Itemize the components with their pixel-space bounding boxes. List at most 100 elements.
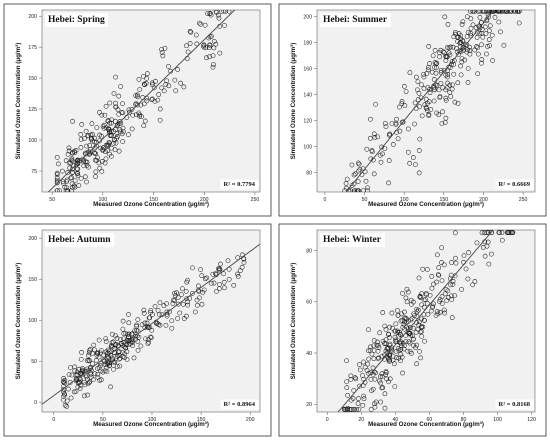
spring-y-tick-label: 175 (28, 45, 37, 51)
spring-data-point (156, 92, 162, 97)
spring-data-point (86, 164, 91, 170)
autumn-data-point (135, 317, 141, 322)
autumn-data-point (121, 344, 127, 350)
winter-data-point (385, 345, 391, 351)
spring-data-point (95, 155, 100, 161)
winter-data-point (392, 384, 398, 389)
spring-data-point (115, 107, 121, 113)
summer-data-point (419, 82, 424, 88)
spring-data-point (68, 188, 74, 192)
summer-data-point (475, 10, 481, 14)
spring-data-point (78, 176, 84, 181)
winter-data-point (411, 325, 416, 331)
summer-data-point (470, 10, 476, 14)
autumn-data-point (61, 386, 66, 392)
autumn-data-point (129, 331, 135, 337)
spring-data-point (204, 55, 209, 61)
autumn-data-point (169, 318, 175, 324)
winter-y-tick-label: 60 (306, 300, 312, 306)
autumn-data-point (163, 322, 169, 328)
autumn-data-point (201, 287, 207, 293)
winter-data-point (366, 356, 372, 362)
autumn-title-box (45, 233, 115, 247)
summer-data-point (465, 29, 471, 35)
winter-data-point (472, 279, 478, 284)
summer-x-tick-label: 150 (440, 197, 449, 203)
winter-data-point (413, 330, 419, 335)
spring-data-point (181, 84, 187, 90)
summer-scatter-plot: 0 50 100 150 200 25080100120140160180200Measu… (278, 3, 547, 217)
spring-data-point (70, 185, 75, 190)
spring-data-point (144, 71, 150, 77)
spring-data-point (157, 106, 163, 112)
autumn-data-point (133, 333, 139, 339)
spring-data-point (94, 157, 99, 163)
spring-data-point (64, 179, 69, 185)
autumn-data-point (136, 334, 142, 340)
autumn-data-point (123, 345, 129, 351)
autumn-data-point (126, 331, 132, 337)
autumn-data-point (178, 292, 184, 297)
spring-data-point (65, 151, 71, 157)
spring-data-point (207, 34, 213, 40)
winter-data-point (370, 371, 376, 377)
summer-data-point (356, 168, 362, 174)
spring-y-tick-label: 150 (28, 76, 37, 82)
winter-data-point (382, 391, 388, 397)
autumn-data-point (146, 315, 152, 321)
spring-data-point (108, 120, 114, 126)
winter-data-point (448, 282, 453, 288)
spring-data-point (141, 123, 147, 129)
spring-data-point (75, 157, 81, 163)
spring-data-point (141, 74, 146, 79)
spring-data-point (105, 126, 111, 132)
winter-data-point (395, 312, 401, 318)
spring-data-point (130, 112, 136, 118)
autumn-data-point (113, 342, 118, 348)
summer-x-tick-label: 0 (323, 197, 326, 203)
spring-data-point (138, 102, 144, 108)
winter-data-point (389, 347, 395, 353)
spring-data-point (92, 135, 97, 141)
spring-data-point (202, 22, 208, 28)
autumn-data-point (101, 359, 107, 364)
summer-data-point (443, 97, 449, 103)
winter-data-point (393, 328, 398, 334)
spring-data-point (108, 133, 114, 139)
summer-data-point (386, 180, 391, 186)
winter-data-point (361, 359, 366, 365)
spring-data-point (172, 77, 178, 83)
spring-panel-title: Hebei: Spring (48, 15, 105, 25)
spring-data-point (75, 171, 80, 177)
summer-data-point (368, 116, 373, 122)
winter-data-point (398, 351, 404, 357)
autumn-data-point (138, 343, 144, 349)
autumn-data-point (86, 380, 92, 386)
summer-data-point (482, 24, 488, 30)
winter-data-point (461, 253, 467, 259)
winter-data-point (387, 335, 392, 340)
winter-data-point (342, 407, 347, 412)
summer-data-point (480, 34, 486, 40)
spring-fit-line (47, 10, 236, 192)
summer-data-point (487, 23, 493, 29)
panel-autumn: 0 50 100 150 200 0 50 100 150 200 Measured Ozone C… (0, 220, 275, 440)
summer-panel-title: Hebei: Summer (323, 15, 388, 25)
winter-data-point (395, 346, 401, 351)
winter-x-tick-label: 120 (527, 417, 536, 423)
autumn-data-point (145, 341, 151, 347)
autumn-data-point (95, 374, 101, 380)
spring-data-point (76, 183, 82, 188)
winter-data-point (385, 346, 391, 351)
summer-data-point (380, 151, 385, 157)
summer-data-point (458, 72, 464, 78)
summer-data-point (475, 51, 481, 57)
autumn-data-point (95, 371, 101, 377)
winter-data-point (364, 368, 370, 373)
winter-data-point (439, 260, 444, 265)
autumn-x-axis-label: Measured Ozone Concentration (μg/m³) (93, 421, 209, 428)
spring-data-point (105, 148, 111, 153)
spring-data-point (126, 132, 131, 138)
winter-data-point (372, 404, 378, 410)
summer-data-point (456, 31, 462, 37)
